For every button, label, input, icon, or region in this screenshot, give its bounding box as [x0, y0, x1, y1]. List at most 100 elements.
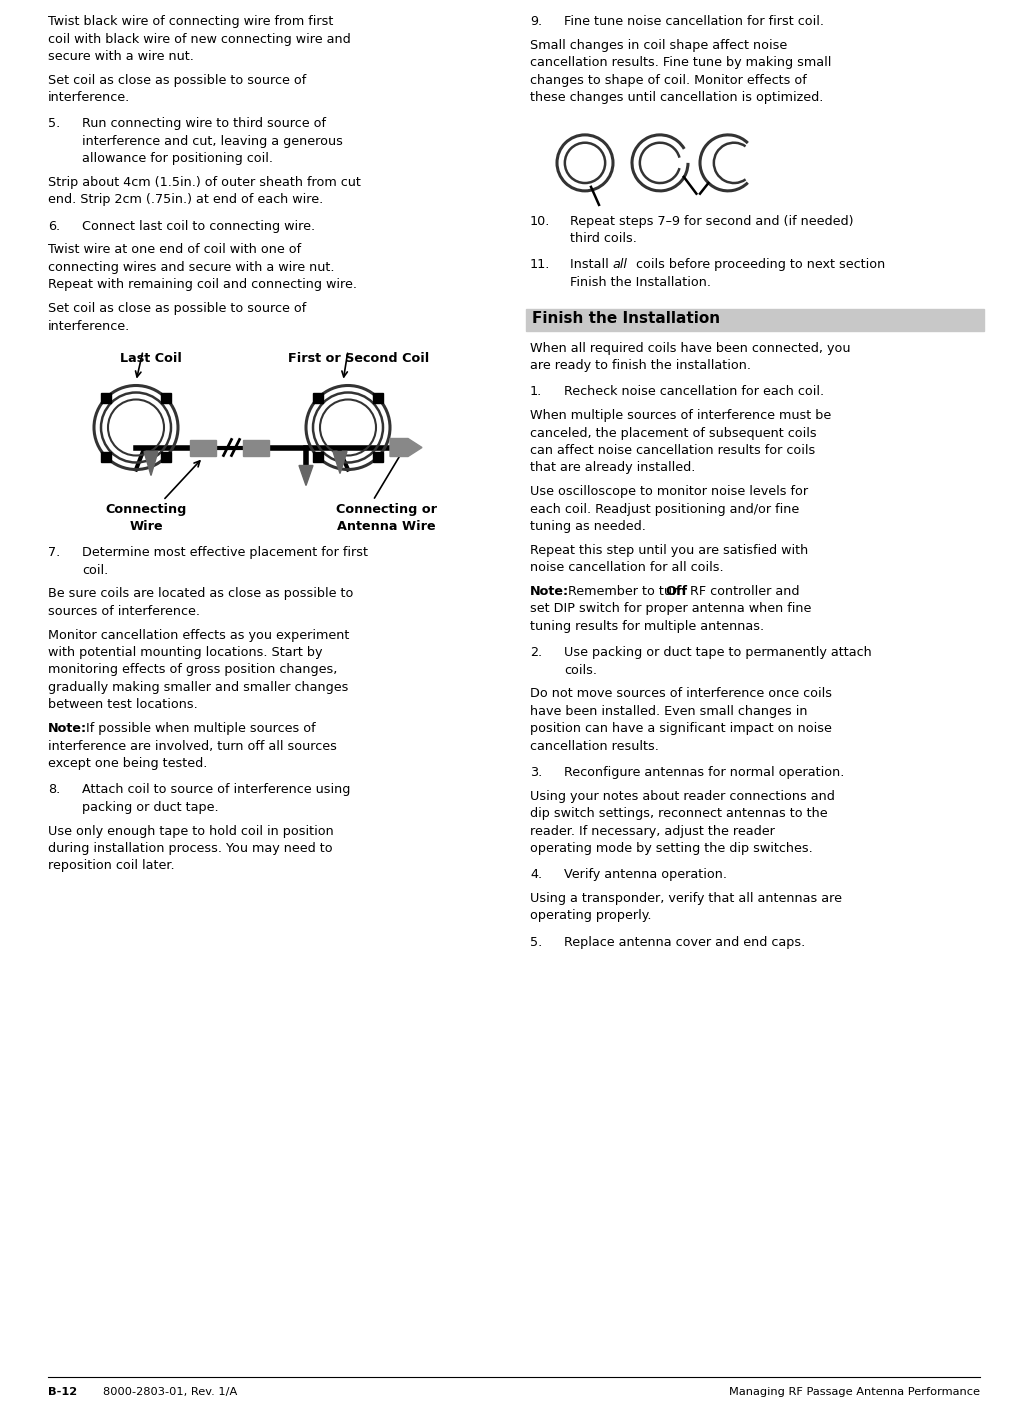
Text: end. Strip 2cm (.75in.) at end of each wire.: end. Strip 2cm (.75in.) at end of each w… [48, 194, 324, 206]
Bar [160, 453, 171, 462]
Text: that are already installed.: that are already installed. [530, 461, 695, 474]
Text: interference.: interference. [48, 91, 131, 104]
Bar [373, 393, 383, 403]
Text: B-12: B-12 [48, 1387, 78, 1397]
Polygon shape [299, 465, 313, 485]
Text: Connecting or: Connecting or [336, 502, 437, 515]
Text: noise cancellation for all coils.: noise cancellation for all coils. [530, 561, 724, 575]
Text: sources of interference.: sources of interference. [48, 605, 200, 618]
Text: Wire: Wire [130, 519, 162, 534]
Text: coils before proceeding to next section: coils before proceeding to next section [632, 259, 885, 272]
Text: Small changes in coil shape affect noise: Small changes in coil shape affect noise [530, 38, 787, 51]
Text: Repeat steps 7–9 for second and (if needed): Repeat steps 7–9 for second and (if need… [570, 215, 854, 228]
Bar [101, 453, 111, 462]
Text: Finish the Installation.: Finish the Installation. [570, 276, 711, 289]
Text: Monitor cancellation effects as you experiment: Monitor cancellation effects as you expe… [48, 629, 349, 642]
Text: Strip about 4cm (1.5in.) of outer sheath from cut: Strip about 4cm (1.5in.) of outer sheath… [48, 176, 360, 189]
Text: 8000-2803-01, Rev. 1/A: 8000-2803-01, Rev. 1/A [103, 1387, 237, 1397]
Bar [313, 393, 324, 403]
Text: have been installed. Even small changes in: have been installed. Even small changes … [530, 704, 808, 717]
Text: Set coil as close as possible to source of: Set coil as close as possible to source … [48, 74, 306, 87]
Text: 8.: 8. [48, 784, 60, 797]
Text: Do not move sources of interference once coils: Do not move sources of interference once… [530, 687, 832, 700]
Text: interference.: interference. [48, 320, 131, 333]
Text: Connect last coil to connecting wire.: Connect last coil to connecting wire. [82, 219, 315, 233]
Text: First or Second Coil: First or Second Coil [288, 351, 429, 364]
Text: Be sure coils are located as close as possible to: Be sure coils are located as close as po… [48, 588, 353, 601]
Text: 9.: 9. [530, 16, 542, 28]
Text: Twist wire at one end of coil with one of: Twist wire at one end of coil with one o… [48, 243, 301, 256]
Text: connecting wires and secure with a wire nut.: connecting wires and secure with a wire … [48, 260, 335, 273]
Text: Fine tune noise cancellation for first coil.: Fine tune noise cancellation for first c… [564, 16, 824, 28]
Text: allowance for positioning coil.: allowance for positioning coil. [82, 152, 273, 165]
Text: cancellation results.: cancellation results. [530, 740, 659, 753]
Text: Use only enough tape to hold coil in position: Use only enough tape to hold coil in pos… [48, 824, 334, 838]
Text: If possible when multiple sources of: If possible when multiple sources of [86, 721, 315, 736]
Text: Install: Install [570, 259, 613, 272]
Text: Managing RF Passage Antenna Performance: Managing RF Passage Antenna Performance [729, 1387, 980, 1397]
Text: When all required coils have been connected, you: When all required coils have been connec… [530, 342, 850, 354]
Text: set DIP switch for proper antenna when fine: set DIP switch for proper antenna when f… [530, 602, 812, 615]
Text: 5.: 5. [530, 936, 542, 949]
Text: 4.: 4. [530, 868, 542, 881]
Text: third coils.: third coils. [570, 232, 637, 245]
Text: Recheck noise cancellation for each coil.: Recheck noise cancellation for each coil… [564, 386, 824, 398]
Text: Note:: Note: [530, 585, 569, 598]
Text: cancellation results. Fine tune by making small: cancellation results. Fine tune by makin… [530, 55, 831, 70]
Text: are ready to finish the installation.: are ready to finish the installation. [530, 359, 751, 373]
Text: operating properly.: operating properly. [530, 909, 651, 922]
Text: Note:: Note: [48, 721, 87, 736]
Text: canceled, the placement of subsequent coils: canceled, the placement of subsequent co… [530, 427, 817, 440]
Bar [313, 453, 324, 462]
Text: tuning results for multiple antennas.: tuning results for multiple antennas. [530, 620, 764, 633]
Text: each coil. Readjust positioning and/or fine: each coil. Readjust positioning and/or f… [530, 502, 799, 515]
Text: dip switch settings, reconnect antennas to the: dip switch settings, reconnect antennas … [530, 807, 828, 820]
Polygon shape [144, 451, 158, 475]
Text: 7.: 7. [48, 546, 60, 559]
Text: When multiple sources of interference must be: When multiple sources of interference mu… [530, 408, 831, 423]
Text: position can have a significant impact on noise: position can have a significant impact o… [530, 723, 832, 736]
Text: Finish the Installation: Finish the Installation [532, 312, 720, 326]
Text: Twist black wire of connecting wire from first: Twist black wire of connecting wire from… [48, 16, 334, 28]
Text: gradually making smaller and smaller changes: gradually making smaller and smaller cha… [48, 682, 348, 694]
Text: Determine most effective placement for first: Determine most effective placement for f… [82, 546, 368, 559]
Text: monitoring effects of gross position changes,: monitoring effects of gross position cha… [48, 663, 337, 676]
Text: Antenna Wire: Antenna Wire [337, 519, 435, 534]
Text: interference are involved, turn off all sources: interference are involved, turn off all … [48, 740, 337, 753]
Bar [373, 453, 383, 462]
Text: coil.: coil. [82, 564, 108, 576]
Text: Reconfigure antennas for normal operation.: Reconfigure antennas for normal operatio… [564, 766, 844, 778]
Text: Attach coil to source of interference using: Attach coil to source of interference us… [82, 784, 350, 797]
Text: Replace antenna cover and end caps.: Replace antenna cover and end caps. [564, 936, 806, 949]
Text: Using your notes about reader connections and: Using your notes about reader connection… [530, 790, 835, 803]
Text: Use oscilloscope to monitor noise levels for: Use oscilloscope to monitor noise levels… [530, 485, 809, 498]
Text: 6.: 6. [48, 219, 60, 233]
Text: changes to shape of coil. Monitor effects of: changes to shape of coil. Monitor effect… [530, 74, 807, 87]
Text: during installation process. You may need to: during installation process. You may nee… [48, 842, 333, 855]
Text: Repeat this step until you are satisfied with: Repeat this step until you are satisfied… [530, 544, 809, 556]
Bar [243, 440, 269, 455]
Text: between test locations.: between test locations. [48, 699, 198, 712]
Text: Repeat with remaining coil and connecting wire.: Repeat with remaining coil and connectin… [48, 279, 357, 292]
Polygon shape [390, 438, 422, 457]
Text: 1.: 1. [530, 386, 542, 398]
Text: reposition coil later.: reposition coil later. [48, 859, 175, 872]
Text: coils.: coils. [564, 663, 597, 676]
Text: tuning as needed.: tuning as needed. [530, 521, 646, 534]
Text: these changes until cancellation is optimized.: these changes until cancellation is opti… [530, 91, 823, 104]
Text: all: all [612, 259, 627, 272]
Bar [526, 309, 984, 332]
Text: interference and cut, leaving a generous: interference and cut, leaving a generous [82, 135, 343, 148]
Text: operating mode by setting the dip switches.: operating mode by setting the dip switch… [530, 842, 813, 855]
Text: Verify antenna operation.: Verify antenna operation. [564, 868, 727, 881]
Text: reader. If necessary, adjust the reader: reader. If necessary, adjust the reader [530, 824, 775, 838]
Text: can affect noise cancellation results for coils: can affect noise cancellation results fo… [530, 444, 815, 457]
Polygon shape [333, 451, 347, 474]
Bar [160, 393, 171, 403]
Text: with potential mounting locations. Start by: with potential mounting locations. Start… [48, 646, 323, 659]
Text: 3.: 3. [530, 766, 542, 778]
Text: Use packing or duct tape to permanently attach: Use packing or duct tape to permanently … [564, 646, 872, 659]
Text: Run connecting wire to third source of: Run connecting wire to third source of [82, 117, 326, 131]
Text: secure with a wire nut.: secure with a wire nut. [48, 50, 194, 63]
Text: Off: Off [665, 585, 687, 598]
